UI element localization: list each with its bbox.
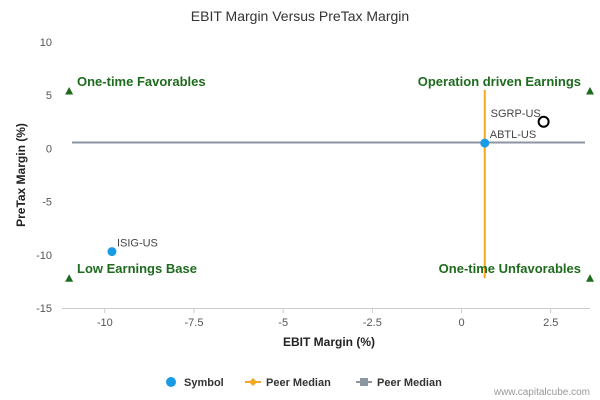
- y-tick-label: 5: [46, 90, 52, 102]
- data-point-symbol: [480, 138, 490, 148]
- quadrant-marker: [65, 274, 74, 282]
- legend-label: Peer Median: [377, 377, 442, 389]
- x-tick-label: -7.5: [185, 317, 204, 329]
- x-tick-label: 0: [459, 317, 465, 329]
- data-point-label: ISIG-US: [117, 238, 158, 250]
- quadrant-label-top-left: One-time Favorables: [77, 74, 206, 89]
- x-tick-label: -10: [97, 317, 113, 329]
- x-tick-label: -2.5: [363, 317, 382, 329]
- legend-square-marker: [360, 378, 368, 386]
- chart-title: EBIT Margin Versus PreTax Margin: [191, 8, 409, 24]
- quadrant-marker: [65, 86, 74, 95]
- data-point-peer: [537, 115, 550, 128]
- data-point-label: ABTL-US: [490, 129, 536, 141]
- x-axis-label: EBIT Margin (%): [283, 335, 375, 349]
- x-tick-label: 2.5: [543, 317, 558, 329]
- data-point-symbol: [107, 247, 117, 257]
- x-tick-label: -5: [278, 317, 288, 329]
- y-tick-label: -15: [36, 303, 52, 315]
- y-axis-label: PreTax Margin (%): [14, 123, 28, 227]
- quadrant-marker: [586, 274, 594, 282]
- y-tick-label: -10: [36, 250, 52, 262]
- legend-label: Symbol: [184, 377, 224, 389]
- source-credit: www.capitalcube.com: [493, 387, 590, 398]
- quadrant-label-top-right: Operation driven Earnings: [418, 74, 581, 89]
- data-point-label: SGRP-US: [491, 108, 541, 120]
- quadrant-label-bottom-right: One-time Unfavorables: [439, 261, 581, 276]
- y-tick-label: 0: [46, 143, 52, 155]
- chart-marks: -10 -7.5 -5 -2.5 0 2.5 -15 -10 -5 0 5 10 One-time Fa…: [36, 37, 594, 329]
- legend-symbol-marker: [166, 377, 176, 387]
- legend: Symbol Peer Median Peer Median: [166, 377, 442, 389]
- quadrant-label-bottom-left: Low Earnings Base: [77, 261, 197, 276]
- quadrant-marker: [586, 86, 594, 95]
- legend-diamond-marker: [249, 378, 257, 386]
- legend-label: Peer Median: [266, 377, 331, 389]
- y-tick-label: 10: [40, 37, 52, 49]
- y-tick-label: -5: [42, 197, 52, 209]
